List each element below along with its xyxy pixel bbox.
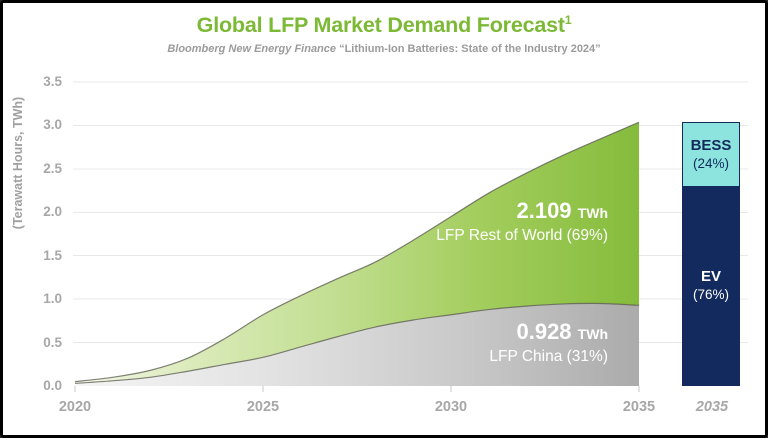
annotation-rest-of-world: 2.109 TWh LFP Rest of World (69%) (436, 199, 608, 246)
x-tick-label: 2020 (40, 398, 110, 416)
china-value-number: 0.928 (516, 319, 571, 344)
bar-segment-ev: EV(76%) (683, 186, 739, 385)
annotation-row-label: LFP Rest of World (69%) (436, 226, 608, 246)
annotation-row-value: 2.109 TWh (436, 199, 608, 225)
china-value-unit: TWh (578, 326, 608, 342)
x-tick-label: 2030 (416, 398, 486, 416)
bar-segment-percent: (24%) (693, 155, 729, 172)
bar-2035-breakdown: BESS(24%)EV(76%) (682, 122, 740, 386)
row-value-number: 2.109 (516, 198, 571, 223)
bar-segment-name: EV (701, 268, 721, 286)
bar-segment-bess: BESS(24%) (683, 123, 739, 186)
bar-2035-x-label: 2035 (677, 398, 747, 416)
x-tick-label: 2035 (604, 398, 674, 416)
bar-segment-name: BESS (691, 137, 732, 155)
annotation-china-value: 0.928 TWh (489, 320, 608, 346)
annotation-china-label: LFP China (31%) (489, 347, 608, 367)
bar-segment-percent: (76%) (693, 286, 729, 303)
x-tick-label: 2025 (228, 398, 298, 416)
x-axis-tick-marks (75, 386, 639, 392)
row-value-unit: TWh (578, 205, 608, 221)
annotation-china: 0.928 TWh LFP China (31%) (489, 320, 608, 367)
chart-canvas: Global LFP Market Demand Forecast1 Bloom… (0, 0, 768, 438)
plot-area (0, 0, 768, 438)
